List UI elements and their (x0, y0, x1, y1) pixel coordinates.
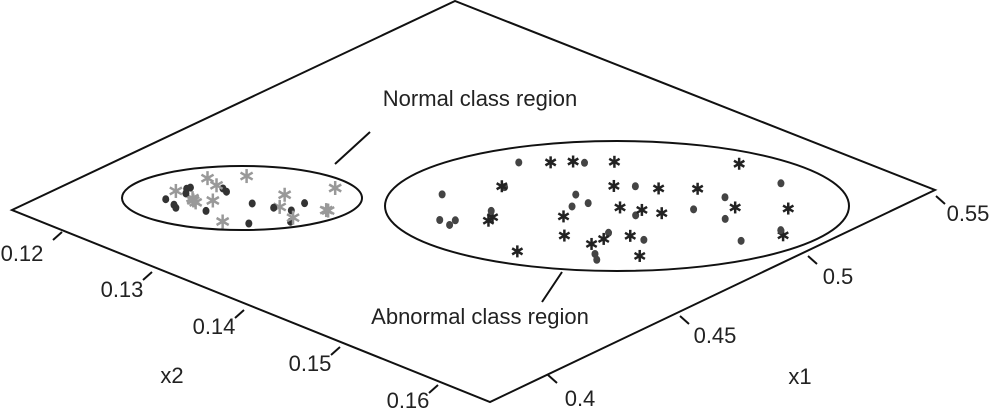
star-point (286, 210, 300, 225)
dot-point (721, 193, 729, 202)
plane (9, 0, 938, 404)
tick-mark (330, 346, 341, 356)
star-point (614, 201, 626, 214)
dot-point (777, 226, 785, 235)
star-point (557, 210, 570, 223)
star-point (206, 193, 220, 208)
tick-mark (142, 271, 153, 281)
star-point (544, 156, 557, 169)
star-point (655, 207, 668, 220)
x2-tick-label: 0.12 (1, 241, 44, 266)
dot-point (584, 199, 592, 208)
star-point (608, 155, 621, 168)
tick-mark (52, 231, 63, 241)
leader-line (541, 271, 563, 303)
dot-point (515, 158, 523, 167)
x2-tick-label: 0.13 (101, 277, 144, 302)
axis-label: x1 (788, 364, 811, 389)
star-point (558, 229, 571, 242)
dot-point (451, 216, 459, 225)
star-point (239, 169, 254, 184)
dot-point (245, 219, 253, 228)
star-point (624, 229, 637, 242)
dot-point (172, 203, 180, 212)
tick-mark (935, 195, 946, 205)
dot-point (182, 189, 190, 198)
star-point (585, 237, 598, 250)
star-point (733, 157, 745, 170)
star-point (636, 203, 648, 216)
dot-point (438, 190, 446, 199)
star-point (169, 183, 183, 198)
dot-point (721, 214, 729, 223)
x1-tick-label: 0.45 (694, 323, 737, 348)
dot-point (487, 206, 495, 215)
dot-point (436, 216, 444, 225)
star-point (496, 180, 508, 193)
dot-point (737, 236, 745, 245)
star-point (209, 178, 224, 193)
dot-point (301, 199, 309, 208)
dot-point (219, 184, 227, 193)
star-point (511, 245, 524, 258)
star-point (608, 179, 620, 192)
dot-point (593, 255, 601, 264)
tick-mark (428, 384, 439, 394)
normal-region (121, 165, 363, 231)
annotation: Normal class region (383, 86, 577, 111)
abnormal-region (384, 140, 850, 272)
dot-point (446, 220, 454, 229)
tick-mark (234, 309, 245, 319)
dot-point (777, 179, 785, 188)
star-point (782, 202, 795, 215)
star-point (215, 214, 230, 229)
dot-point (186, 183, 194, 192)
dot-point (270, 203, 278, 212)
star-point (186, 193, 200, 208)
leader-line (334, 131, 371, 165)
star-point (277, 187, 292, 202)
x2-tick-label: 0.15 (289, 351, 332, 376)
axis-label: x2 (160, 363, 183, 388)
dot-point (202, 206, 210, 215)
x1-tick-label: 0.4 (565, 386, 596, 411)
dot-point (162, 195, 170, 204)
dot-point (568, 202, 576, 211)
dot-point (640, 235, 648, 244)
dot-point (248, 199, 256, 208)
x2-tick-label: 0.14 (193, 314, 236, 339)
star-point (597, 232, 610, 245)
dot-point (605, 228, 613, 237)
x2-tick-label: 0.16 (387, 388, 430, 413)
x1-tick-label: 0.55 (947, 201, 990, 226)
x1-tick-label: 0.5 (823, 264, 854, 289)
star-point (691, 182, 704, 195)
star-point (328, 181, 342, 196)
tick-mark (679, 315, 690, 325)
dot-point (631, 182, 639, 191)
dot-point (572, 190, 580, 199)
star-point (729, 201, 741, 214)
dot-point (690, 205, 698, 214)
star-point (633, 249, 646, 262)
tick-mark (807, 255, 818, 265)
star-point (567, 155, 579, 168)
star-point (652, 182, 665, 195)
tick-mark (547, 374, 558, 384)
dot-point (581, 158, 589, 167)
star-point (200, 171, 215, 186)
annotation: Abnormal class region (371, 304, 589, 329)
star-point (321, 203, 335, 218)
